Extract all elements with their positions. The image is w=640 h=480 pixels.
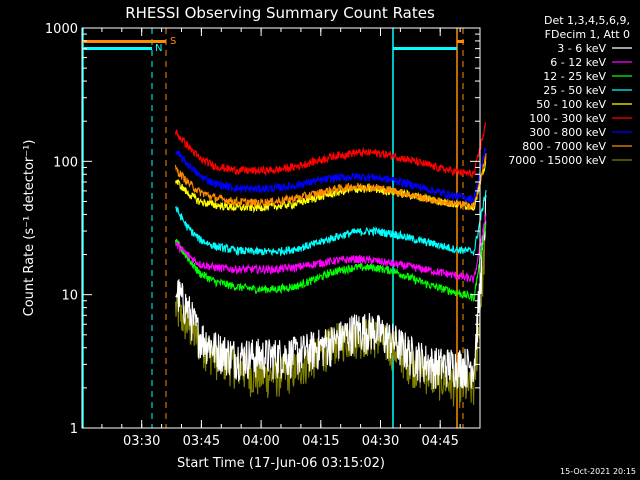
series-line bbox=[174, 122, 487, 179]
legend-entry: 7000 - 15000 keV bbox=[508, 154, 606, 167]
night-bar-left bbox=[82, 47, 152, 50]
status-bars: S N bbox=[82, 36, 464, 54]
legend-header-1: Det 1,3,4,5,6,9, bbox=[544, 14, 630, 27]
annotation-s: S bbox=[170, 36, 176, 47]
x-tick-label: 04:15 bbox=[302, 434, 339, 449]
series-line bbox=[175, 147, 487, 204]
legend-entry: 12 - 25 keV bbox=[543, 70, 606, 83]
annotation-n: N bbox=[155, 43, 162, 54]
night-bar-right bbox=[393, 47, 457, 50]
legend-entry: 3 - 6 keV bbox=[557, 42, 606, 55]
marker-lines bbox=[82, 28, 464, 428]
legend-entry: 50 - 100 keV bbox=[536, 98, 606, 111]
ticks-layer: 03:30 03:45 04:00 04:15 04:30 04:45 1 10 100 1000 bbox=[45, 22, 481, 449]
saa-bar-left bbox=[82, 40, 166, 43]
x-tick-label: 03:30 bbox=[123, 434, 160, 449]
y-tick-label: 100 bbox=[53, 155, 78, 170]
legend-header-2: FDecim 1, Att 0 bbox=[545, 28, 630, 41]
legend-entry: 800 - 7000 keV bbox=[522, 140, 606, 153]
x-axis-label: Start Time (17-Jun-06 03:15:02) bbox=[177, 456, 385, 471]
y-tick-label: 1000 bbox=[45, 22, 78, 37]
footer-date: 15-Oct-2021 20:15 bbox=[560, 467, 636, 476]
series-line bbox=[175, 214, 487, 283]
legend-entry: 6 - 12 keV bbox=[550, 56, 606, 69]
series-line bbox=[174, 153, 487, 211]
y-axis-label: Count Rate (s⁻¹ detector⁻¹) bbox=[22, 140, 37, 317]
series-line bbox=[174, 222, 487, 302]
x-tick-label: 04:00 bbox=[242, 434, 279, 449]
legend-entry: 100 - 300 keV bbox=[529, 112, 606, 125]
y-tick-label: 10 bbox=[61, 289, 78, 304]
chart-title: RHESSI Observing Summary Count Rates bbox=[125, 4, 435, 22]
series-line bbox=[175, 194, 487, 390]
x-tick-label: 04:30 bbox=[362, 434, 399, 449]
series-line bbox=[175, 189, 487, 257]
x-tick-label: 04:45 bbox=[421, 434, 458, 449]
legend: Det 1,3,4,5,6,9, FDecim 1, Att 0 3 - 6 k… bbox=[508, 14, 632, 167]
x-tick-label: 03:45 bbox=[183, 434, 220, 449]
legend-entry: 300 - 800 keV bbox=[529, 126, 606, 139]
y-tick-label: 1 bbox=[70, 422, 78, 437]
legend-entry: 25 - 50 keV bbox=[543, 84, 606, 97]
series-layer bbox=[174, 122, 487, 409]
saa-bar-right bbox=[457, 40, 464, 43]
